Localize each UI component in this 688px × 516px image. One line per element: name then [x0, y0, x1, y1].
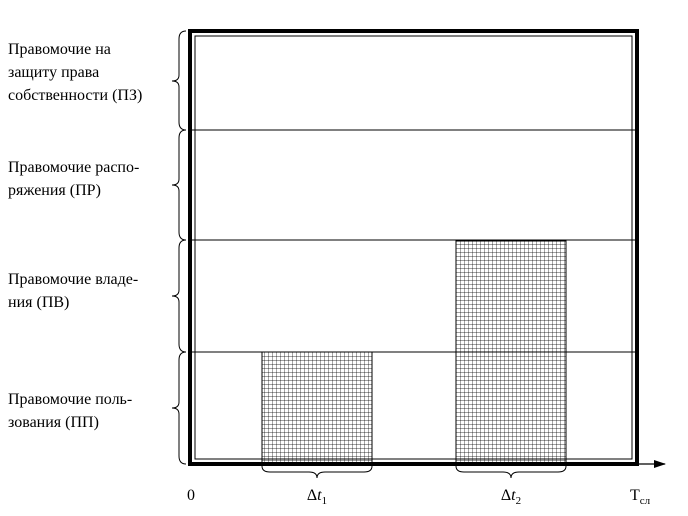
interval-label: Δt1	[307, 487, 327, 507]
brace	[171, 30, 187, 131]
axis-end-var: T	[630, 487, 640, 504]
interval-1-area	[261, 351, 373, 465]
brace	[171, 129, 187, 241]
axis-end-label: Tсл	[630, 487, 651, 507]
interval-sub: 1	[322, 495, 328, 507]
interval-sub: 2	[516, 495, 522, 507]
frame-outer	[188, 29, 639, 466]
row-label: Правомочие владе-	[8, 271, 138, 288]
brace	[171, 351, 187, 465]
row-label: собственности (ПЗ)	[8, 87, 142, 104]
interval-label: Δt2	[501, 487, 521, 507]
brace	[171, 239, 187, 353]
band-lines	[190, 129, 637, 353]
brace	[455, 465, 567, 479]
brace	[261, 465, 373, 479]
interval-var: t	[511, 487, 516, 504]
bottom-braces	[261, 465, 567, 479]
axis-end-sub: сл	[640, 495, 651, 507]
left-braces	[171, 30, 187, 465]
axis-origin: 0	[187, 487, 195, 504]
row-label: ния (ПВ)	[8, 294, 69, 311]
frame-inner	[194, 35, 633, 460]
row-label: Правомочие поль-	[8, 391, 132, 408]
row-label: Правомочие на	[8, 41, 111, 58]
row-label: зования (ПП)	[8, 414, 99, 431]
row-label: ряжения (ПР)	[8, 182, 101, 199]
interval-var: t	[317, 487, 322, 504]
row-label: защиту права	[8, 64, 99, 81]
interval-symbol: Δ	[307, 487, 317, 504]
row-label: Правомочие распо-	[8, 159, 139, 176]
interval-symbol: Δ	[501, 487, 511, 504]
